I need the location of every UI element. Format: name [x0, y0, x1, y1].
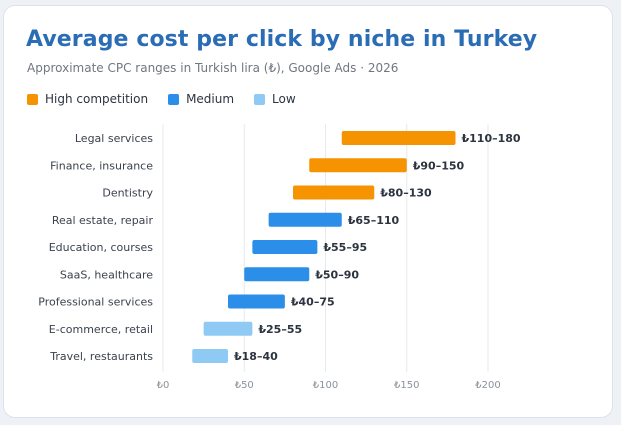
legend-label-high: High competition [45, 92, 149, 106]
value-label: ₺55–95 [323, 241, 367, 254]
category-label: Professional services [38, 296, 153, 309]
range-bar [203, 321, 253, 336]
chart-card [3, 5, 613, 418]
category-label: Travel, restaurants [49, 350, 153, 363]
value-label: ₺50–90 [315, 268, 359, 281]
value-label: ₺18–40 [234, 350, 278, 363]
legend-swatch-high [27, 93, 38, 105]
category-label: E-commerce, retail [49, 323, 153, 336]
legend-item-high: High competition [27, 92, 148, 106]
legend-item-low: Low [254, 92, 296, 106]
range-bar [228, 294, 285, 309]
range-bar [268, 212, 342, 227]
value-label: ₺65–110 [348, 214, 400, 227]
legend-label-medium: Medium [186, 92, 235, 106]
legend-label-low: Low [272, 92, 296, 106]
value-label: ₺90–150 [413, 159, 465, 172]
legend-swatch-medium [168, 93, 180, 105]
chart-title: Average cost per click by niche in Turke… [26, 27, 538, 52]
legend-item-medium: Medium [168, 92, 234, 106]
range-bar [309, 158, 407, 173]
category-label: Education, courses [49, 241, 154, 254]
value-label: ₺80–130 [380, 187, 432, 200]
x-tick-label: ₺0 [157, 380, 170, 391]
chart-legend: High competition Medium Low [27, 92, 316, 106]
range-bar [341, 131, 456, 145]
chart-subtitle: Approximate CPC ranges in Turkish lira (… [27, 61, 399, 75]
category-label: Legal services [75, 132, 153, 145]
range-bar [252, 240, 318, 254]
value-label: ₺25–55 [258, 323, 302, 336]
x-tick-label: ₺150 [394, 380, 419, 391]
range-bar [192, 349, 228, 363]
category-label: SaaS, healthcare [60, 268, 153, 281]
category-label: Dentistry [102, 187, 153, 200]
x-tick-label: ₺200 [475, 380, 500, 391]
range-bar [244, 267, 310, 282]
x-tick-label: ₺50 [235, 380, 254, 391]
value-label: ₺40–75 [291, 296, 335, 309]
category-label: Finance, insurance [50, 159, 153, 172]
legend-swatch-low [254, 93, 266, 105]
x-tick-label: ₺100 [313, 380, 338, 391]
range-bar [293, 185, 375, 200]
value-label: ₺110–180 [462, 132, 521, 145]
category-label: Real estate, repair [52, 214, 154, 227]
